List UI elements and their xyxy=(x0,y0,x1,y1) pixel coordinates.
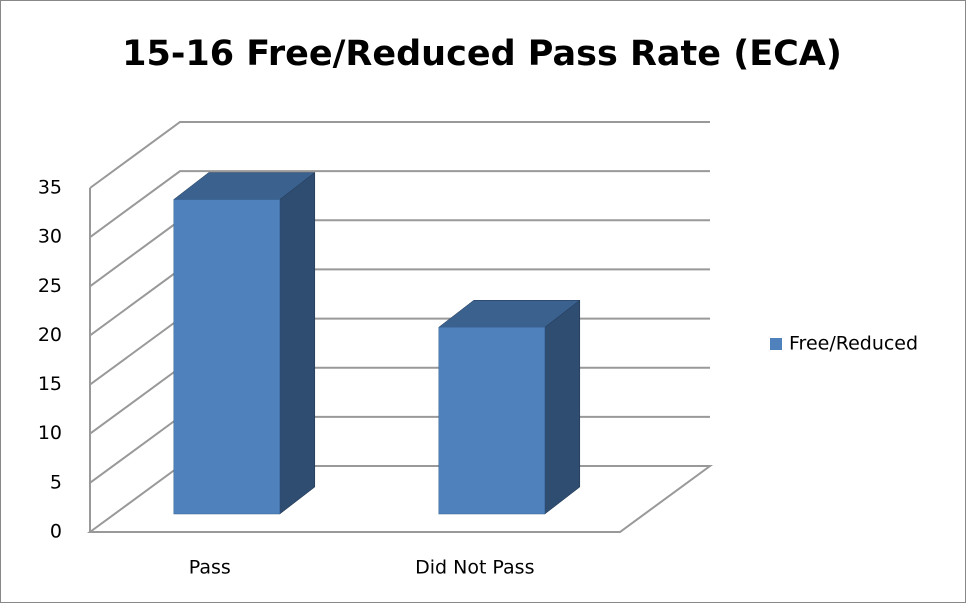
y-tick-label: 30 xyxy=(38,226,62,248)
grid-line xyxy=(89,170,710,238)
y-tick-label: 25 xyxy=(38,275,62,297)
bar-side xyxy=(544,299,581,515)
y-tick-label: 0 xyxy=(50,521,62,543)
chart-title: 15-16 Free/Reduced Pass Rate (ECA) xyxy=(122,34,842,74)
bar-side xyxy=(279,171,316,515)
bar xyxy=(173,199,281,515)
grid-line xyxy=(89,121,710,189)
y-tick-label: 35 xyxy=(38,177,62,199)
y-tick-label: 5 xyxy=(50,471,62,493)
legend-swatch xyxy=(770,338,782,350)
x-tick-label: Pass xyxy=(189,557,231,579)
bar xyxy=(438,327,546,515)
floor xyxy=(86,465,714,533)
legend-label: Free/Reduced xyxy=(789,333,918,355)
y-tick-label: 20 xyxy=(38,324,62,346)
y-tick-label: 10 xyxy=(38,422,62,444)
y-tick-label: 15 xyxy=(38,373,62,395)
x-tick-label: Did Not Pass xyxy=(415,557,534,579)
